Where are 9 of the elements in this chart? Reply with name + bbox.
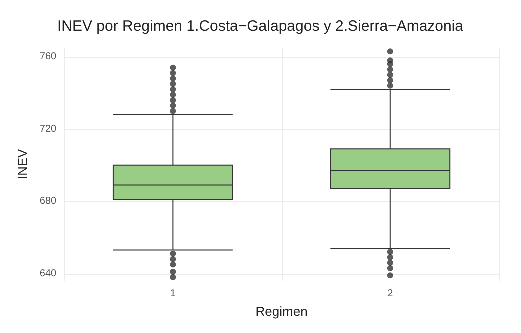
x-tick-label: 2 xyxy=(388,288,394,300)
y-tick-label: 640 xyxy=(40,268,58,280)
chart-title: INEV por Regimen 1.Costa−Galapagos y 2.Sierra−Amazonia xyxy=(57,18,464,35)
x-tick-label: 1 xyxy=(170,288,176,300)
x-axis-title: Regimen xyxy=(256,304,308,319)
y-tick-label: 720 xyxy=(40,124,58,135)
y-tick-label: 760 xyxy=(40,52,58,63)
y-tick-label: 680 xyxy=(40,196,58,208)
y-axis-title: INEV xyxy=(15,149,30,180)
